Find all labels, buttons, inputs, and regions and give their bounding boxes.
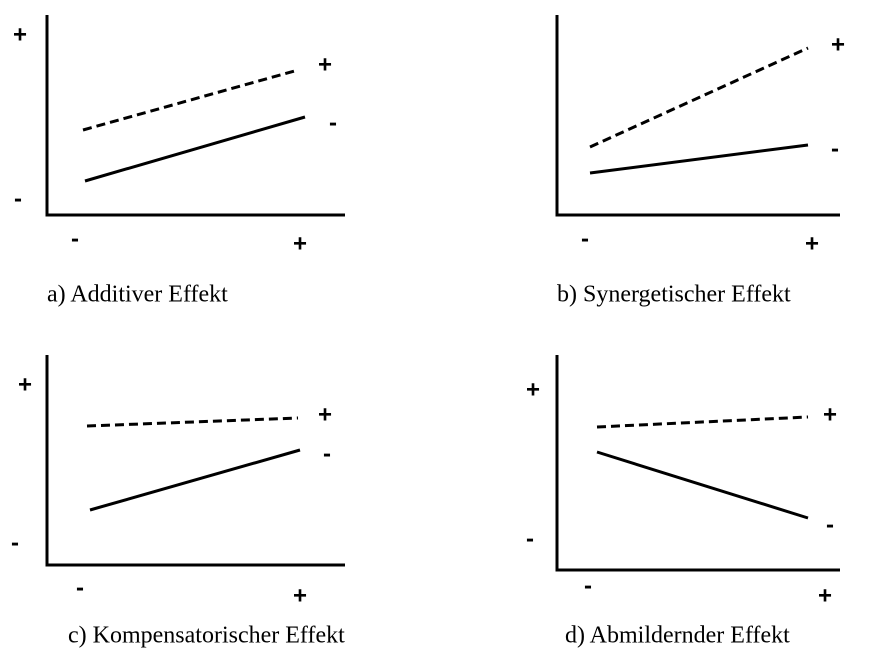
caption: c) Kompensatorischer Effekt	[68, 623, 345, 649]
panel: + - - + + - a) Additiver Effekt	[13, 15, 345, 308]
dashed-line	[86, 416, 299, 428]
line-label: -	[323, 440, 331, 467]
y-label: -	[11, 529, 19, 556]
y-label: -	[14, 185, 22, 212]
caption: a) Additiver Effekt	[47, 282, 228, 308]
line-label: +	[823, 401, 837, 428]
x-label: -	[71, 225, 79, 252]
axes	[45, 15, 345, 217]
line-label: +	[831, 31, 845, 58]
x-label: +	[293, 230, 307, 257]
dashed-line	[589, 46, 809, 149]
line-label: -	[826, 511, 834, 538]
x-label: +	[805, 230, 819, 257]
solid-line	[596, 450, 809, 520]
solid-line	[589, 143, 809, 175]
solid-line	[89, 448, 301, 512]
line-label: +	[318, 51, 332, 78]
y-label: +	[526, 376, 540, 403]
line-label: -	[831, 135, 839, 162]
caption: d) Abmildernder Effekt	[565, 623, 790, 649]
line-label: +	[318, 401, 332, 428]
axes	[45, 355, 345, 567]
y-label: -	[526, 525, 534, 552]
y-label: +	[18, 371, 32, 398]
panel: + - - + b) Synergetischer Effekt	[555, 15, 845, 308]
axes	[555, 355, 840, 572]
x-label: -	[76, 574, 84, 601]
x-label: -	[581, 225, 589, 252]
axes	[555, 15, 840, 217]
solid-line	[84, 115, 306, 183]
y-label: +	[13, 21, 27, 48]
x-label: +	[293, 582, 307, 609]
x-label: -	[584, 572, 592, 599]
x-label: +	[818, 582, 832, 609]
dashed-line	[596, 415, 809, 429]
caption: b) Synergetischer Effekt	[557, 282, 791, 308]
panel: + - - + + - c) Kompensatorischer Effekt	[11, 355, 345, 649]
line-label: -	[329, 109, 337, 136]
dashed-line	[82, 68, 299, 132]
panel: + - - + + - d) Abmildernder Effekt	[526, 355, 840, 649]
